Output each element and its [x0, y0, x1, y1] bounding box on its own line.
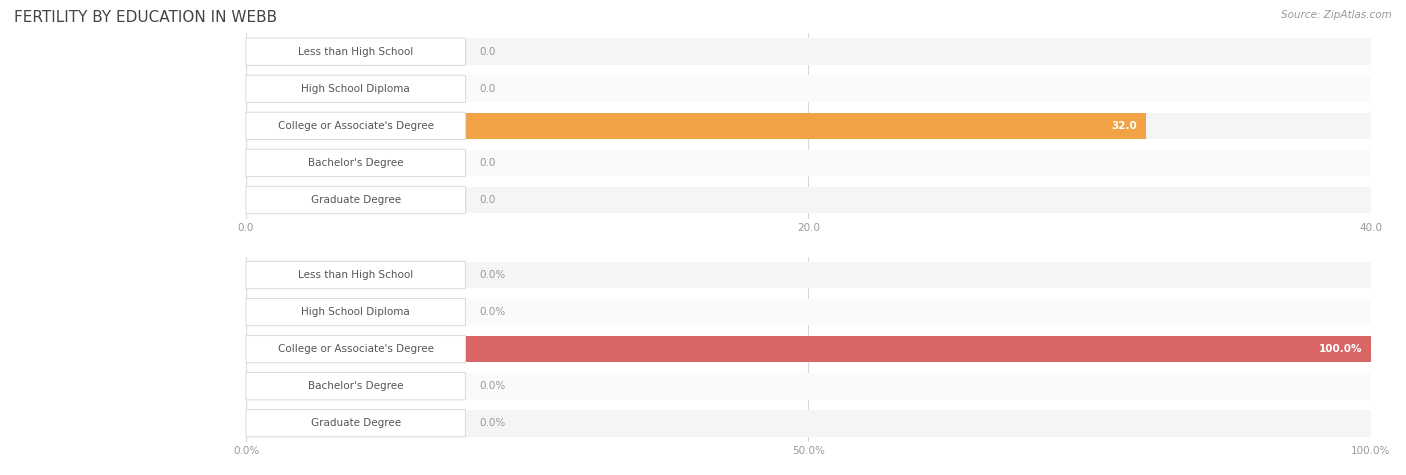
FancyBboxPatch shape [246, 38, 465, 66]
Bar [246, 336, 1371, 362]
Text: 100.0%: 100.0% [1319, 344, 1362, 354]
FancyBboxPatch shape [246, 75, 465, 103]
Text: 0.0%: 0.0% [479, 381, 505, 391]
Text: College or Associate's Degree: College or Associate's Degree [278, 344, 433, 354]
Text: 0.0%: 0.0% [479, 418, 505, 428]
FancyBboxPatch shape [246, 409, 465, 437]
Text: 0.0%: 0.0% [479, 307, 505, 317]
Text: FERTILITY BY EDUCATION IN WEBB: FERTILITY BY EDUCATION IN WEBB [14, 10, 277, 25]
Text: High School Diploma: High School Diploma [301, 307, 411, 317]
Text: 0.0: 0.0 [479, 158, 495, 168]
Text: Graduate Degree: Graduate Degree [311, 418, 401, 428]
Text: College or Associate's Degree: College or Associate's Degree [278, 121, 433, 131]
Text: Less than High School: Less than High School [298, 47, 413, 57]
FancyBboxPatch shape [246, 335, 465, 363]
FancyBboxPatch shape [246, 372, 465, 400]
Text: Less than High School: Less than High School [298, 270, 413, 280]
Bar [246, 113, 1146, 139]
FancyBboxPatch shape [246, 298, 465, 326]
Bar [246, 410, 1371, 437]
Text: 0.0: 0.0 [479, 84, 495, 94]
Bar [246, 336, 1371, 362]
Bar [246, 76, 1371, 102]
Bar [246, 150, 1371, 176]
Text: 32.0: 32.0 [1111, 121, 1137, 131]
Bar [246, 38, 1371, 65]
Bar [246, 187, 1371, 213]
Text: High School Diploma: High School Diploma [301, 84, 411, 94]
Bar [246, 373, 1371, 399]
FancyBboxPatch shape [246, 149, 465, 177]
Text: Source: ZipAtlas.com: Source: ZipAtlas.com [1281, 10, 1392, 19]
FancyBboxPatch shape [246, 261, 465, 289]
Text: Bachelor's Degree: Bachelor's Degree [308, 381, 404, 391]
Text: Graduate Degree: Graduate Degree [311, 195, 401, 205]
Text: 0.0: 0.0 [479, 47, 495, 57]
Bar [246, 262, 1371, 288]
Text: 0.0: 0.0 [479, 195, 495, 205]
FancyBboxPatch shape [246, 186, 465, 214]
Bar [246, 299, 1371, 325]
Bar [246, 113, 1371, 139]
Text: 0.0%: 0.0% [479, 270, 505, 280]
FancyBboxPatch shape [246, 112, 465, 140]
Text: Bachelor's Degree: Bachelor's Degree [308, 158, 404, 168]
